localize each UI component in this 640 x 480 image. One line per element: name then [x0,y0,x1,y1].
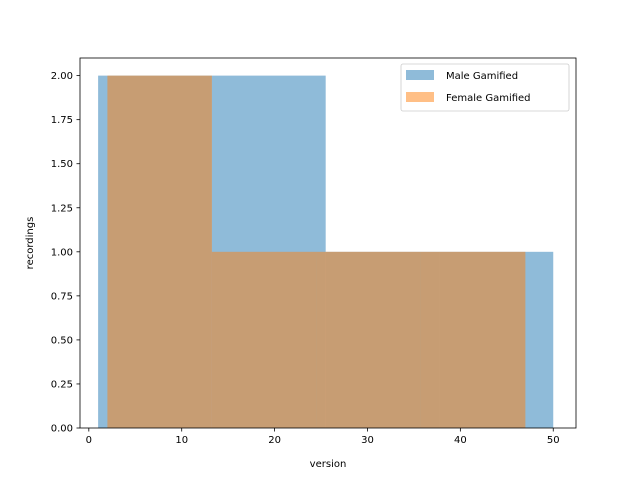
y-axis-ticks: 0.00 0.25 0.50 0.75 1.00 1.25 1.50 1.75 2.00 [51,71,80,435]
legend-swatch-female-gamified [406,92,434,102]
x-tick-label: 30 [361,435,374,446]
y-tick-label: 1.50 [51,159,73,170]
legend-swatch-male-gamified [406,70,434,80]
axes-frame [79,57,577,429]
bar-female-gamified-0 [107,75,212,428]
y-tick-label: 0.50 [51,335,73,346]
y-tick-label: 0.00 [51,424,73,435]
legend-box [400,63,570,112]
x-axis-label: version [310,459,347,470]
bar-female-gamified-1 [211,251,317,428]
x-tick-label: 50 [547,435,560,446]
y-tick-label: 2.00 [51,71,73,82]
legend-label-male-gamified: Male Gamified [446,71,518,82]
y-tick-label: 0.25 [51,379,73,390]
legend: Male Gamified Female Gamified [400,63,570,112]
y-tick-label: 1.00 [51,247,73,258]
y-tick-label: 1.75 [51,115,73,126]
x-tick-label: 20 [268,435,281,446]
x-tick-label: 10 [175,435,188,446]
x-axis-ticks: 0 10 20 30 40 50 [86,428,560,446]
bar-female-gamified-3 [420,251,526,428]
bar-female-gamified-2 [316,251,421,428]
y-tick-label: 0.75 [51,291,73,302]
bars-layer [98,75,554,428]
y-tick-label: 1.25 [51,203,73,214]
x-tick-label: 0 [86,435,92,446]
legend-label-female-gamified: Female Gamified [446,93,531,104]
y-axis-label: recordings [25,217,36,270]
x-tick-label: 40 [454,435,467,446]
